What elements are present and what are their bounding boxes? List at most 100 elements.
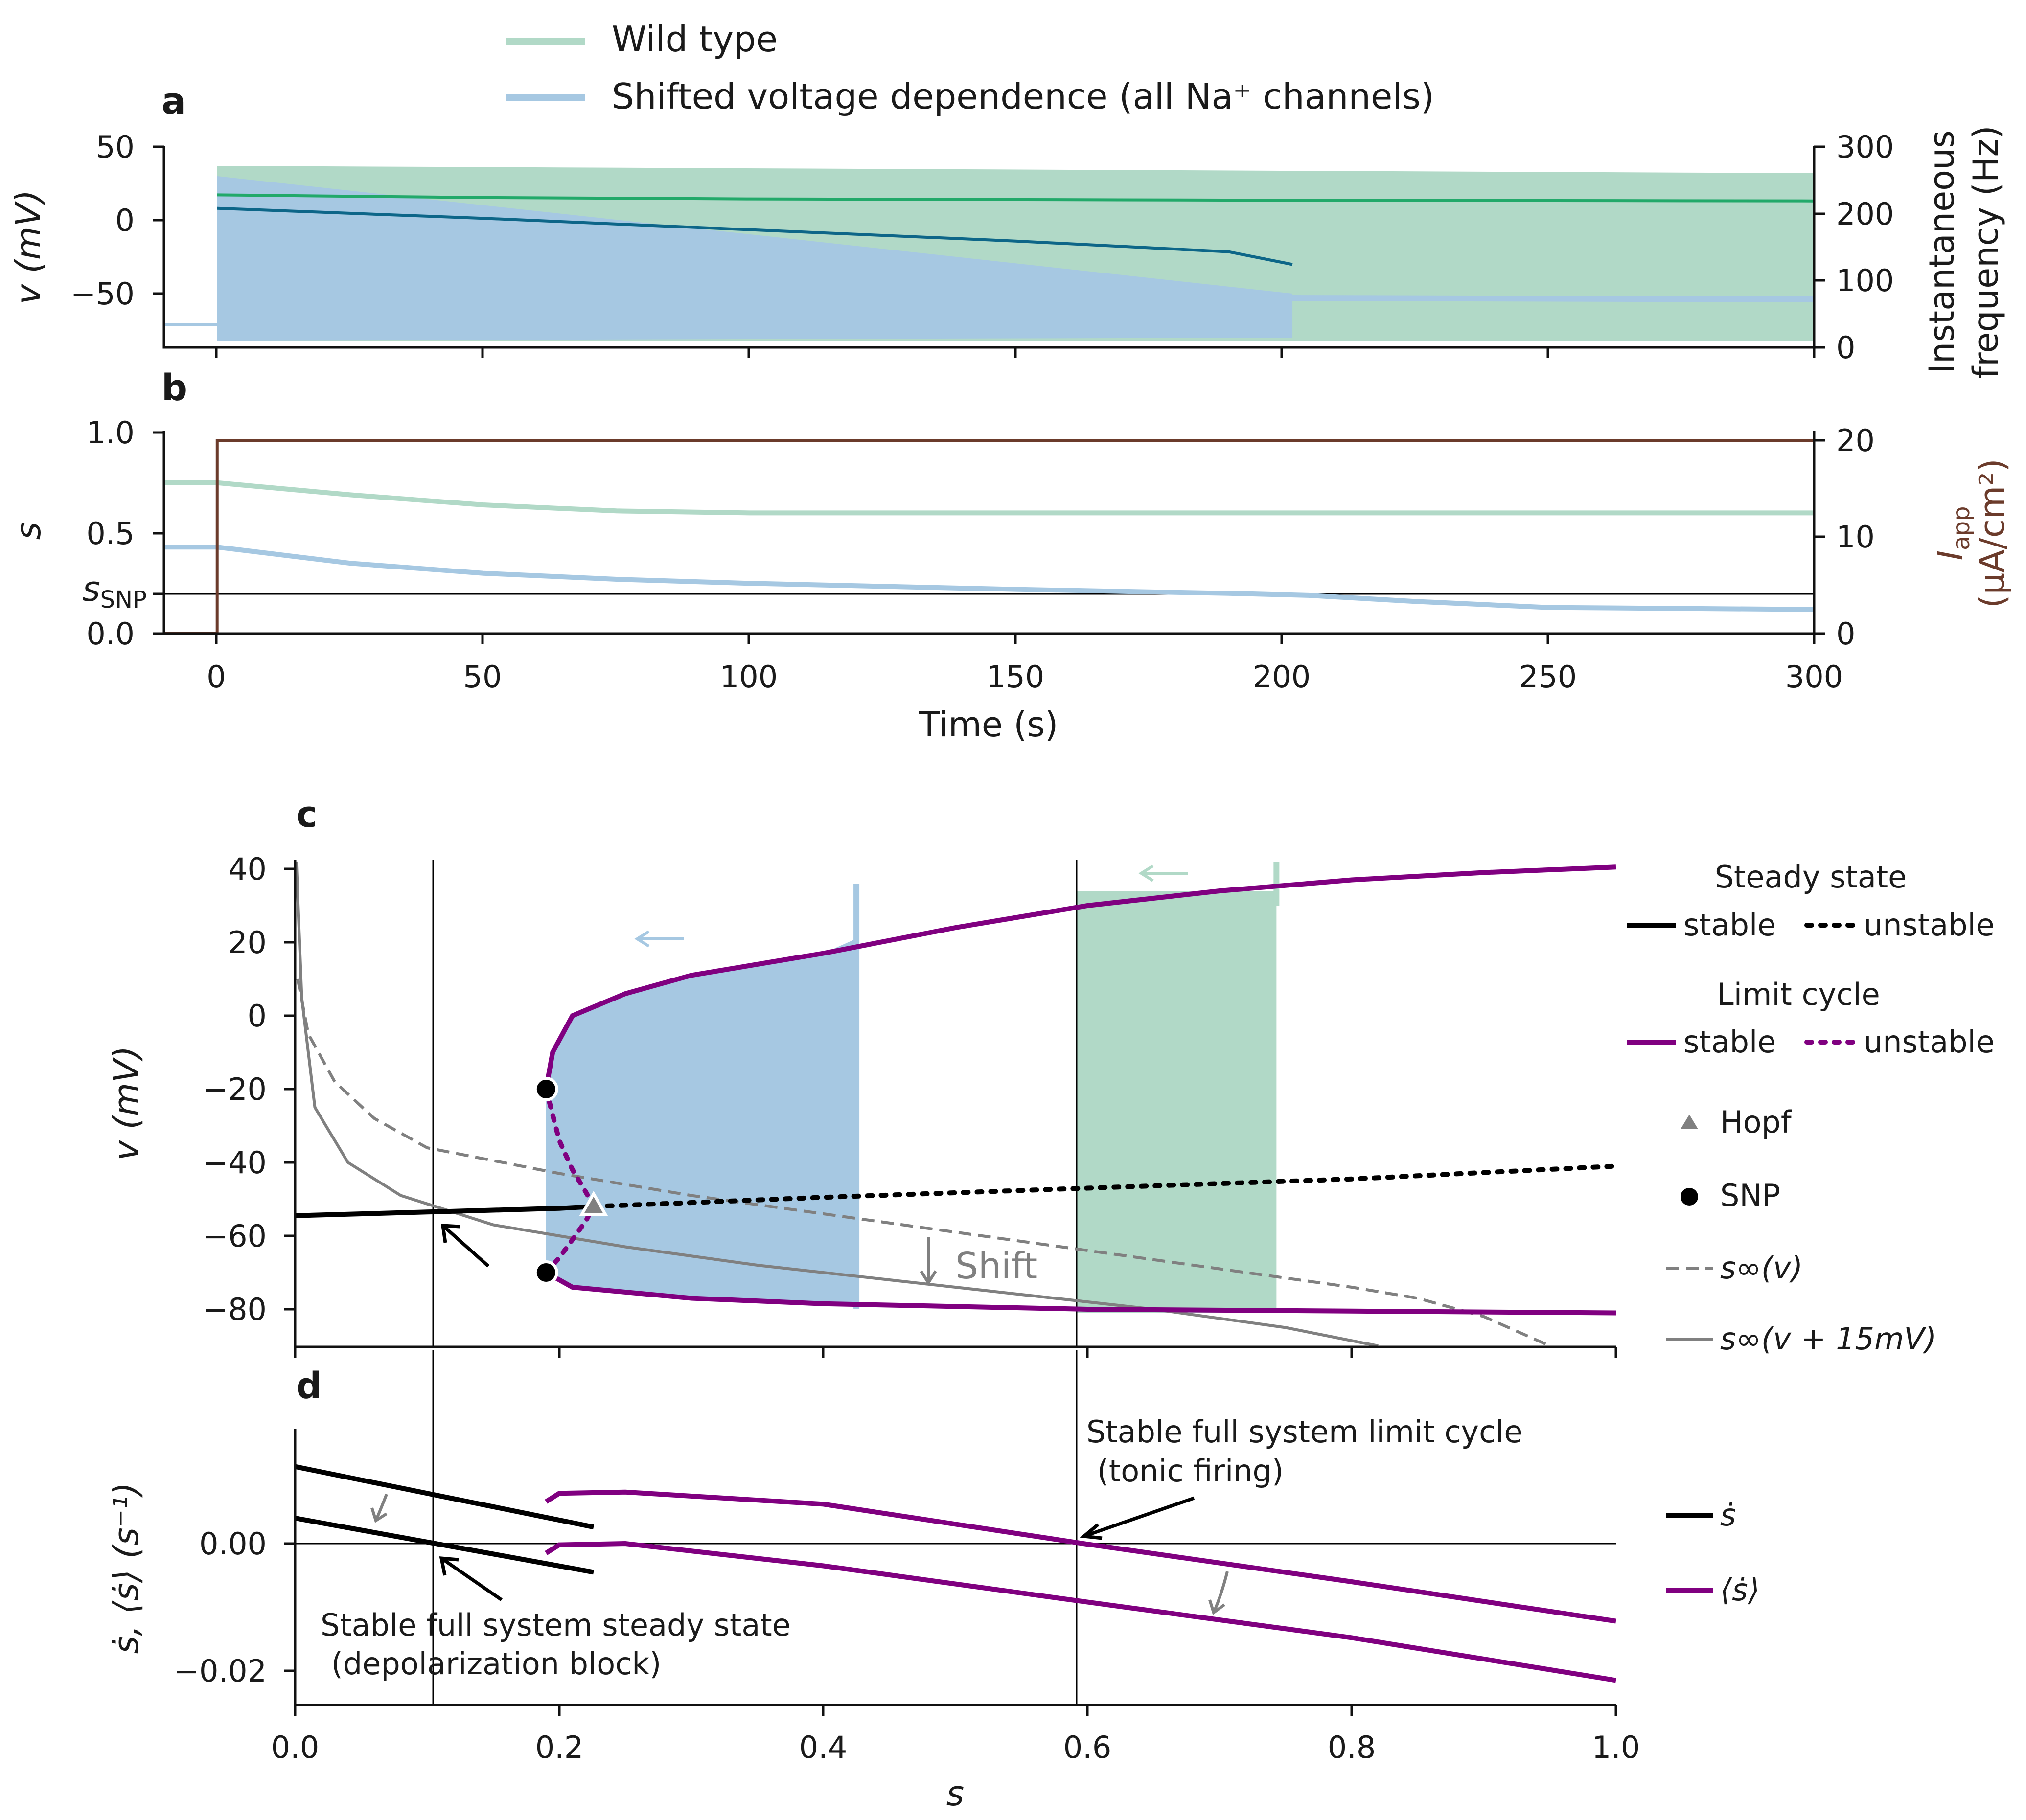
panel-c-shift-label: Shift xyxy=(955,1245,1037,1287)
panel-c-ytick-minus20: −20 xyxy=(203,1071,267,1107)
legend-label-wild-type: Wild type xyxy=(612,19,778,60)
panel-d-avg-sdot-shifted-line xyxy=(545,1541,1616,1683)
legend-steady-state-title: Steady state xyxy=(1715,859,1907,895)
panel-a-ylabel-right-line2: frequency (Hz) xyxy=(1966,125,2006,378)
panel-d-label: d xyxy=(296,1365,322,1407)
panel-b-ytick-right-0: 0 xyxy=(1836,616,1855,652)
panel-a-axes xyxy=(162,146,1816,349)
legend-snp-marker xyxy=(1681,1188,1698,1206)
panel-a-ytick-right-100: 100 xyxy=(1836,263,1894,298)
panel-d-annotation-limit-cycle-line2: (tonic firing) xyxy=(1087,1453,1284,1489)
panel-a: a 50 0 −50 300 200 100 0 xyxy=(8,80,2006,379)
panel-b-label: b xyxy=(161,367,187,409)
panel-d-sdot-wt-line xyxy=(295,1464,594,1530)
panel-a-left-ticks: 50 0 −50 xyxy=(70,129,164,312)
panel-c-ylabel: v (mV) xyxy=(106,1046,146,1160)
legend-label-shifted: Shifted voltage dependence (all Na⁺ chan… xyxy=(612,76,1434,117)
panel-d-ytick-minus002: −0.02 xyxy=(174,1653,267,1689)
panel-b-right-ticks: 20 10 0 xyxy=(1814,423,1875,652)
panel-b-ytick-1: 1.0 xyxy=(86,415,135,451)
panel-a-ylabel-right-line1: Instantaneous xyxy=(1922,130,1962,374)
legend-s-inf-shift-label: s∞(v + 15mV) xyxy=(1720,1321,1936,1357)
panel-b-ylabel-right-unit: (µA/cm²) xyxy=(1972,458,2012,608)
panel-b-left-ticks: 1.0 0.5 0.0 sSNP xyxy=(82,415,164,652)
panel-a-x-ticks xyxy=(215,347,1816,358)
panel-c-arrow-to-intersection xyxy=(440,1224,490,1268)
panel-c-shifted-region-fill xyxy=(546,938,857,1304)
panel-c-x-ticks xyxy=(294,1347,1617,1358)
panel-d-legend: ṡ ⟨ṡ⟩ xyxy=(1666,1497,1760,1608)
panel-a-label: a xyxy=(161,80,186,122)
panel-c: c Shift xyxy=(106,794,1995,1358)
panel-b-axes xyxy=(162,431,1816,635)
panel-a-right-ticks: 300 200 100 0 xyxy=(1814,129,1894,365)
panel-d-y-ticks: 0.00 −0.02 xyxy=(174,1526,295,1689)
panel-c-legend: Steady state stable unstable Limit cycle… xyxy=(1627,859,1995,1357)
panel-c-arrow-light-green xyxy=(1138,864,1188,882)
panel-c-snp-marker-lower xyxy=(533,1260,558,1285)
legend-steady-unstable-label: unstable xyxy=(1864,907,1995,943)
top-legend: Wild type Shifted voltage dependence (al… xyxy=(506,19,1434,117)
panel-a-ytick-50: 50 xyxy=(96,129,135,165)
panel-a-ytick-right-0: 0 xyxy=(1836,330,1855,365)
panel-c-ytick-0: 0 xyxy=(248,998,267,1034)
panel-b-ytick-right-10: 10 xyxy=(1836,519,1875,555)
panel-d: d Stable full system limit cycle (tonic … xyxy=(106,1350,1760,1814)
panel-c-stable-steady-state xyxy=(295,1204,594,1218)
panel-c-arrow-light-blue xyxy=(634,930,684,948)
panel-d-x-ticks: 0.0 0.2 0.4 0.6 0.8 1.0 xyxy=(271,1705,1640,1765)
panel-c-ytick-minus40: −40 xyxy=(203,1145,267,1181)
panel-d-xtick-0: 0.0 xyxy=(271,1729,320,1765)
panel-b-xlabel: Time (s) xyxy=(919,705,1059,745)
panel-c-s-inf-curve xyxy=(296,978,1551,1347)
legend-hopf-marker xyxy=(1681,1115,1698,1129)
panel-a-wt-frequency-line xyxy=(217,193,1815,203)
panel-b-xtick-300: 300 xyxy=(1785,659,1843,695)
panel-b-xtick-50: 50 xyxy=(463,659,502,695)
panel-d-xtick-08: 0.8 xyxy=(1328,1729,1376,1765)
panel-c-wt-region xyxy=(1077,891,1277,1313)
panel-b-xtick-150: 150 xyxy=(987,659,1044,695)
legend-hopf-label: Hopf xyxy=(1720,1104,1793,1140)
panel-a-ytick-right-200: 200 xyxy=(1836,196,1894,232)
legend-avg-sdot-label: ⟨ṡ⟩ xyxy=(1720,1572,1760,1608)
panel-c-unstable-steady-state xyxy=(591,1163,1618,1209)
panel-d-sdot-shifted-line xyxy=(295,1516,594,1575)
panel-d-annotation-steady-state-line1: Stable full system steady state xyxy=(321,1607,791,1643)
panel-d-xtick-06: 0.6 xyxy=(1063,1729,1112,1765)
panel-b-snp-tick-label: sSNP xyxy=(82,569,147,614)
legend-steady-stable-label: stable xyxy=(1683,907,1776,943)
panel-c-ytick-40: 40 xyxy=(228,851,267,887)
panel-d-ylabel: ṡ, ⟨ṡ⟩ (s⁻¹) xyxy=(106,1482,146,1654)
panel-c-ytick-20: 20 xyxy=(228,925,267,960)
panel-c-label: c xyxy=(296,794,318,836)
panel-d-annotation-steady-state-line2: (depolarization block) xyxy=(322,1646,661,1682)
panel-b-iapp-line xyxy=(164,439,1814,635)
panel-a-ytick-minus50: −50 xyxy=(70,276,135,312)
panel-c-ytick-minus60: −60 xyxy=(203,1218,267,1254)
panel-c-shift-arrow xyxy=(920,1237,937,1286)
legend-sdot-label: ṡ xyxy=(1720,1497,1736,1533)
panel-d-xtick-02: 0.2 xyxy=(535,1729,584,1765)
panel-a-ylabel: v (mV) xyxy=(8,190,48,304)
panel-d-xtick-1: 1.0 xyxy=(1592,1729,1640,1765)
panel-b-xtick-0: 0 xyxy=(207,659,226,695)
panel-b-xtick-250: 250 xyxy=(1519,659,1577,695)
panel-b-xtick-200: 200 xyxy=(1253,659,1311,695)
panel-b-xtick-100: 100 xyxy=(720,659,778,695)
legend-limit-cycle-title: Limit cycle xyxy=(1717,977,1880,1012)
panel-b-shifted-s-line xyxy=(164,545,1815,612)
panel-c-hopf-marker xyxy=(579,1190,608,1216)
panel-a-ytick-right-300: 300 xyxy=(1836,129,1894,165)
panel-a-shifted-frequency-line xyxy=(217,206,1293,266)
panel-b-wt-s-line xyxy=(164,480,1814,516)
panel-c-limit-cycle-max xyxy=(543,864,1616,1090)
panel-d-xlabel: s xyxy=(946,1774,964,1814)
panel-d-grey-arrow-left xyxy=(370,1493,388,1523)
panel-d-annotation-limit-cycle-line1: Stable full system limit cycle xyxy=(1086,1414,1523,1450)
panel-c-snp-marker-upper xyxy=(533,1077,558,1101)
panel-d-xtick-04: 0.4 xyxy=(799,1729,848,1765)
panel-b: b 1.0 0.5 0.0 sSNP 20 10 0 xyxy=(8,367,2012,745)
panel-c-y-ticks: 40 20 0 −20 −40 −60 −80 xyxy=(203,851,295,1327)
